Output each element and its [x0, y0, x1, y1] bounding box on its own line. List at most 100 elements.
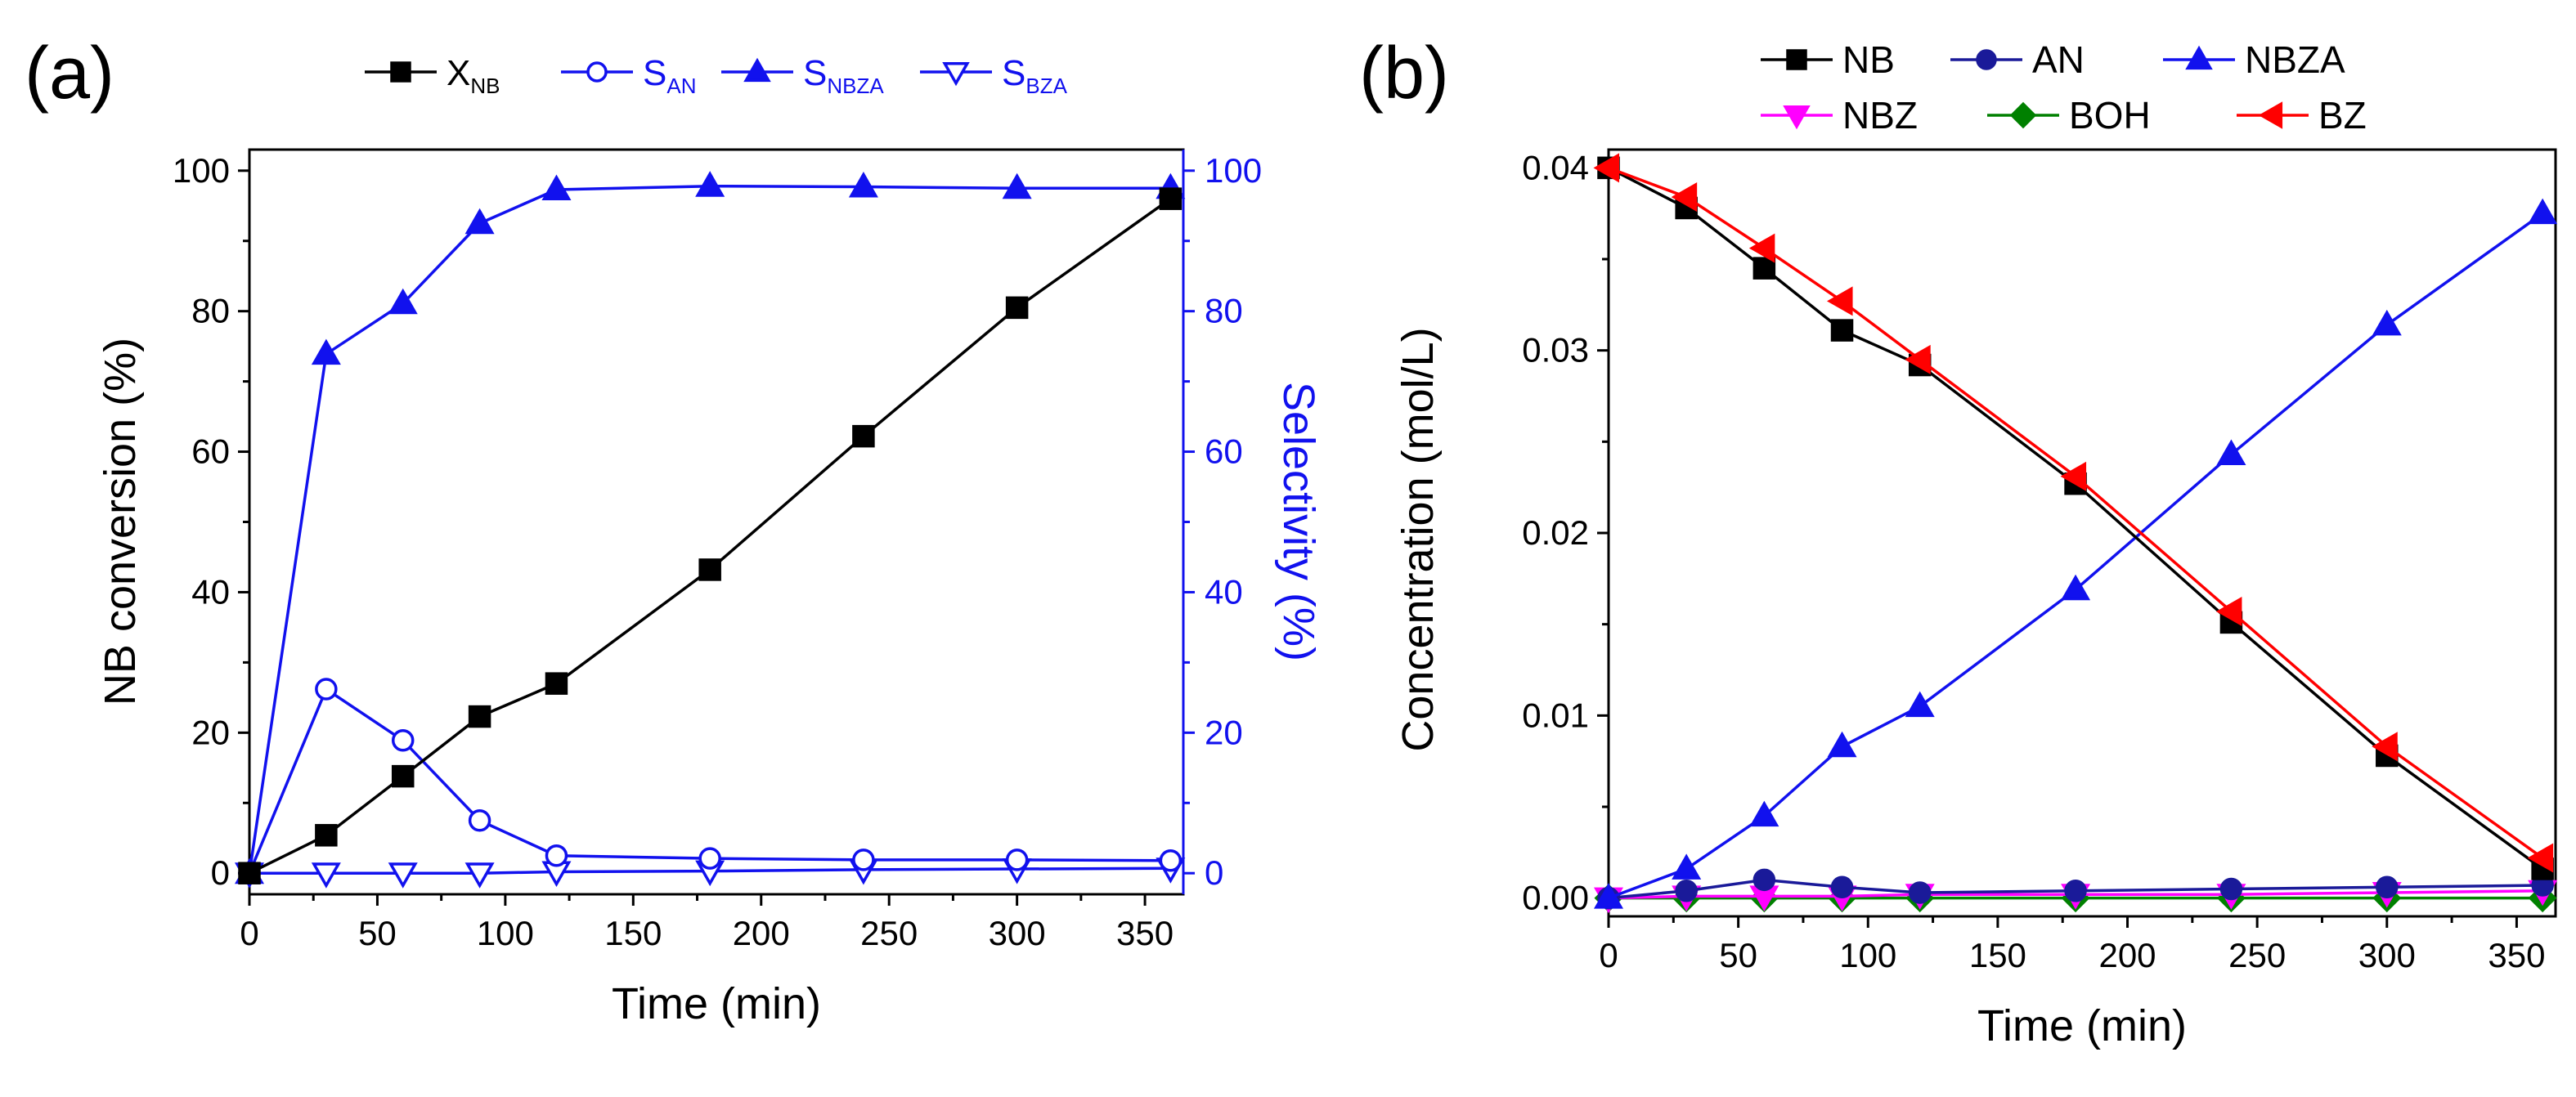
legend-label-nb: NB: [1842, 38, 1895, 81]
x-tick-label: 250: [2228, 936, 2286, 974]
x-axis-label: Time (min): [612, 979, 821, 1028]
y2-tick-label: 0: [1205, 853, 1223, 892]
legend-label-nbz: NBZ: [1842, 94, 1918, 137]
data-point-xnb: [698, 558, 721, 581]
legend-marker-nbz: [1783, 105, 1811, 130]
data-point-bz: [2060, 461, 2087, 491]
data-point-sbza: [464, 862, 495, 889]
panel-a-right-ylabel: Selectivity (%): [1274, 382, 1323, 661]
x-tick-label: 150: [1969, 936, 2026, 974]
data-point-san: [391, 729, 415, 752]
data-point-snbza: [1002, 172, 1032, 199]
data-point-snbza: [848, 172, 878, 198]
x-tick-label: 0: [240, 914, 258, 952]
data-point-san: [698, 847, 721, 870]
data-point-an: [2219, 877, 2243, 901]
y-tick-label: 40: [191, 572, 230, 611]
y2-tick-label: 60: [1205, 432, 1243, 471]
data-point-san: [1159, 848, 1183, 872]
data-point-snbza: [541, 174, 572, 200]
data-point-an: [1752, 868, 1776, 892]
legend-marker-nbza: [2185, 45, 2213, 70]
panel-b-letter: (b): [1359, 33, 1449, 114]
y-tick-label: 0.01: [1522, 696, 1589, 734]
data-point-nbza: [1827, 731, 1857, 758]
data-point-bz: [2215, 597, 2242, 627]
data-point-bz: [1748, 233, 1775, 263]
data-point-snbza: [464, 208, 495, 235]
y-tick-label: 60: [191, 432, 230, 471]
data-point-xnb: [315, 824, 338, 847]
y-tick-label: 0.03: [1522, 331, 1589, 369]
data-point-bz: [2527, 843, 2554, 873]
legend-label-boh: BOH: [2069, 94, 2151, 137]
x-tick-label: 150: [604, 914, 662, 952]
data-point-san: [545, 844, 568, 867]
x-axis-label: Time (min): [1977, 1001, 2187, 1050]
legend-marker-snbza: [743, 57, 771, 83]
data-point-san: [852, 848, 875, 871]
y-tick-label: 0.04: [1522, 148, 1589, 186]
legend-label-bz: BZ: [2318, 94, 2367, 137]
data-point-an: [1675, 879, 1698, 902]
legend-label-an: AN: [2032, 38, 2085, 81]
x-tick-label: 50: [1719, 936, 1757, 974]
panel-b-ylabel: Concentration (mol/L): [1393, 327, 1443, 751]
data-point-xnb: [1159, 187, 1183, 210]
series-line-nb: [1608, 166, 2544, 871]
legend-label-sbza: SBZA: [1002, 53, 1068, 98]
data-point-nb: [1752, 257, 1776, 280]
x-tick-label: 0: [1599, 936, 1618, 974]
data-point-snbza: [388, 288, 418, 315]
data-point-nbza: [2061, 574, 2091, 601]
data-point-bz: [1671, 182, 1698, 213]
legend-label-nbza: NBZA: [2245, 38, 2345, 81]
data-point-an: [2376, 875, 2399, 899]
data-point-nbza: [2216, 439, 2246, 465]
y2-tick-label: 80: [1205, 292, 1243, 330]
legend-label-xnb: XNB: [447, 53, 500, 98]
data-point-xnb: [852, 424, 875, 448]
legend-marker-boh: [2009, 101, 2037, 129]
y-tick-label: 0.00: [1522, 879, 1589, 917]
data-point-sbza: [388, 862, 418, 889]
x-tick-label: 250: [860, 914, 918, 952]
legend-marker-nb: [1786, 49, 1807, 70]
legend-label-snbza: SNBZA: [803, 53, 884, 98]
x-tick-label: 200: [733, 914, 790, 952]
data-point-bz: [1905, 344, 1931, 374]
legend-marker-an: [1976, 49, 1997, 70]
legend-subscript-xnb: NB: [470, 74, 500, 98]
data-point-nb: [1830, 319, 1854, 342]
series-line-nbza: [1608, 212, 2544, 900]
y2-tick-label: 40: [1205, 572, 1243, 611]
data-point-nbza: [2372, 309, 2402, 336]
series-line-snbza: [248, 184, 1171, 874]
data-point-snbza: [311, 338, 341, 365]
y-tick-label: 80: [191, 292, 230, 330]
data-point-xnb: [468, 705, 491, 728]
plot-frame: [248, 148, 1185, 896]
x-tick-label: 350: [2488, 936, 2545, 974]
data-point-snbza: [695, 171, 725, 197]
y-tick-label: 0.02: [1522, 513, 1589, 552]
x-tick-label: 100: [477, 914, 534, 952]
x-tick-label: 350: [1116, 914, 1174, 952]
legend-marker-sbza: [942, 61, 970, 87]
data-point-sbza: [311, 862, 341, 889]
data-point-san: [315, 678, 338, 701]
data-point-an: [2064, 879, 2087, 902]
x-tick-label: 200: [2098, 936, 2156, 974]
y2-tick-label: 100: [1205, 151, 1262, 190]
chart-b: 0 50 100 150 200 250 300 350 Time (min) 0.00 0.01 0…: [1522, 38, 2558, 1050]
data-point-bz: [2372, 732, 2398, 762]
series-line-san: [248, 687, 1171, 874]
legend-marker-san: [586, 61, 608, 83]
legend-subscript-san: AN: [666, 74, 696, 98]
data-point-nbza: [1905, 691, 1935, 718]
x-tick-label: 300: [2358, 936, 2416, 974]
data-point-san: [468, 809, 491, 832]
data-point-san: [1005, 848, 1029, 871]
legend-label-san: SAN: [643, 53, 696, 98]
